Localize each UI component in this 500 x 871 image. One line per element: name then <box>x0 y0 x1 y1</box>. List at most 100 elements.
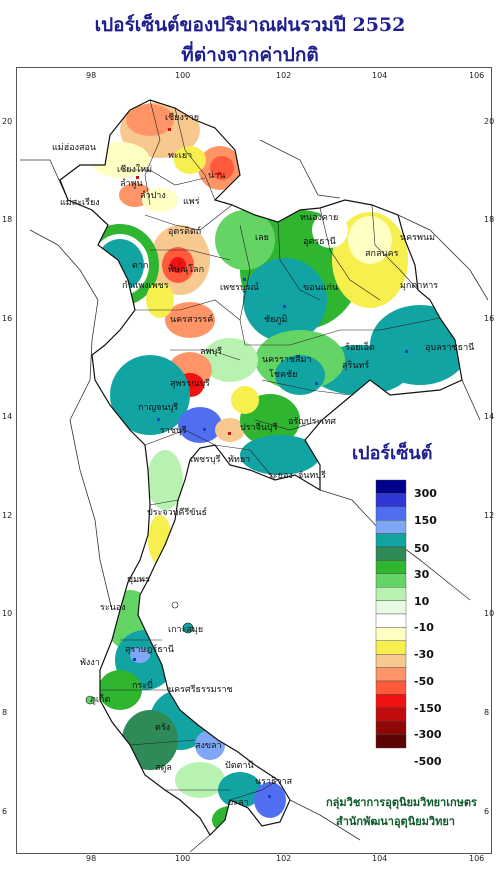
province-label: สุพรรณบุรี <box>170 378 210 389</box>
province-label: สงขลา <box>195 741 222 751</box>
top-tick: 106 <box>469 71 484 80</box>
bottom-tick: 100 <box>175 854 190 863</box>
province-label: โชคชัย <box>269 369 297 380</box>
legend-swatch <box>375 680 407 695</box>
province-label: ระยอง <box>268 471 293 481</box>
legend-swatch <box>375 667 407 682</box>
province-label: กาญจนบุรี <box>138 402 178 413</box>
left-tick: 18 <box>2 215 12 224</box>
legend-swatch <box>375 573 407 588</box>
legend-swatch <box>375 600 407 615</box>
left-tick: 6 <box>2 807 7 816</box>
province-label: นครราชสีมา <box>262 354 311 365</box>
right-tick: 20 <box>484 117 494 126</box>
top-tick: 100 <box>175 71 190 80</box>
province-label: สุรินทร์ <box>342 359 369 371</box>
legend-swatch <box>375 627 407 642</box>
province-label: แม่สะเรียง <box>60 197 100 208</box>
province-label: ขอนแก่น <box>303 283 338 293</box>
legend-label: -500 <box>414 755 442 768</box>
right-tick: 14 <box>484 412 494 421</box>
province-label: ปัตตานี <box>225 760 254 771</box>
legend-swatch <box>375 493 407 507</box>
top-tick: 104 <box>372 71 387 80</box>
province-label: ยะลา <box>228 798 249 808</box>
province-label: นครสวรรค์ <box>170 313 213 325</box>
legend-swatch <box>375 506 407 521</box>
province-label: อุบลราชธานี <box>425 342 474 353</box>
province-label: พะเยา <box>168 151 192 161</box>
rainfall-contours <box>60 100 462 835</box>
province-label: นครศรีธรรมราช <box>168 684 233 695</box>
station-markers <box>133 128 408 798</box>
left-tick: 12 <box>2 511 12 520</box>
legend-label: 150 <box>414 514 437 527</box>
bottom-tick: 98 <box>86 854 96 863</box>
province-label: สกลนคร <box>365 249 399 259</box>
province-label: ลำปาง <box>140 190 166 201</box>
axis-ticks: 98 100 102 104 106 98 100 102 104 106 20… <box>2 71 494 863</box>
province-label: แม่ฮ่องสอน <box>52 143 96 153</box>
province-label: ภูเก็ต <box>90 692 110 705</box>
right-tick: 8 <box>484 708 489 717</box>
legend-swatch <box>375 520 407 534</box>
legend-swatch <box>375 613 407 628</box>
left-tick: 14 <box>2 412 12 421</box>
legend-title: เปอร์เซ็นต์ <box>352 443 433 464</box>
province-label: พัทยา <box>228 455 250 465</box>
province-label: กำแพงเพชร <box>122 280 169 291</box>
province-label: มุกดาหาร <box>400 281 438 291</box>
legend-swatch <box>375 694 407 709</box>
top-tick: 102 <box>276 71 291 80</box>
legend-swatch <box>375 587 407 601</box>
map-title-line1: เปอร์เซ็นต์ของปริมาณฝนรวมปี 2552 <box>94 14 406 36</box>
province-label: ประจวบคีรีขันธ์ <box>147 506 207 518</box>
left-tick: 8 <box>2 708 7 717</box>
province-borders <box>100 99 441 801</box>
legend-swatch <box>375 533 407 548</box>
province-label: นราธิวาส <box>255 776 293 787</box>
province-label: เพชรบูรณ์ <box>220 281 259 293</box>
credit-line1: กลุ่มวิชาการอุตุนิยมวิทยาเกษตร <box>326 796 477 809</box>
province-label: ลพบุรี <box>200 346 222 357</box>
legend-swatch <box>375 654 407 668</box>
province-label: อุดรธานี <box>303 236 336 247</box>
province-label: น่าน <box>208 171 225 181</box>
top-tick: 98 <box>86 71 96 80</box>
province-label: นครพนม <box>400 233 435 243</box>
islands <box>85 601 194 705</box>
province-label: สตูล <box>155 763 172 773</box>
legend-label: -300 <box>414 728 442 741</box>
legend-label: 300 <box>414 487 437 500</box>
province-label: เพชรบุรี <box>190 454 221 465</box>
province-label: สุราษฎร์ธานี <box>125 643 174 655</box>
legend-swatch <box>375 721 407 735</box>
right-tick: 10 <box>484 609 494 618</box>
thailand-outline <box>59 99 463 836</box>
province-label: หนองคาย <box>300 213 338 223</box>
bottom-tick: 106 <box>469 854 484 863</box>
province-label: พังงา <box>80 658 100 668</box>
legend-label: 50 <box>414 542 430 555</box>
province-label: อรัญประเทศ <box>288 417 336 427</box>
legend-swatch <box>375 479 407 494</box>
bottom-tick: 102 <box>276 854 291 863</box>
right-tick: 6 <box>484 807 489 816</box>
province-label: เลย <box>255 233 269 243</box>
province-label: เชียงราย <box>165 112 199 123</box>
province-label: ราชบุรี <box>160 425 187 436</box>
province-label: ลำพูน <box>120 178 143 189</box>
bottom-tick: 104 <box>372 854 387 863</box>
legend-swatch <box>375 546 407 561</box>
right-tick: 18 <box>484 215 494 224</box>
province-label: ระนอง <box>100 603 126 613</box>
legend-label: -50 <box>414 675 434 688</box>
province-labels: เชียงราย แม่ฮ่องสอน พะเยา เชียงใหม่ น่าน… <box>52 112 474 808</box>
legend-swatch <box>375 640 407 655</box>
map-title-line2: ที่ต่างจากค่าปกติ <box>181 44 319 66</box>
province-label: ปราจีนบุรี <box>240 422 278 433</box>
legend-label: -150 <box>414 702 442 715</box>
province-label: ชุมพร <box>127 575 150 585</box>
province-label: เชียงใหม่ <box>117 164 152 175</box>
